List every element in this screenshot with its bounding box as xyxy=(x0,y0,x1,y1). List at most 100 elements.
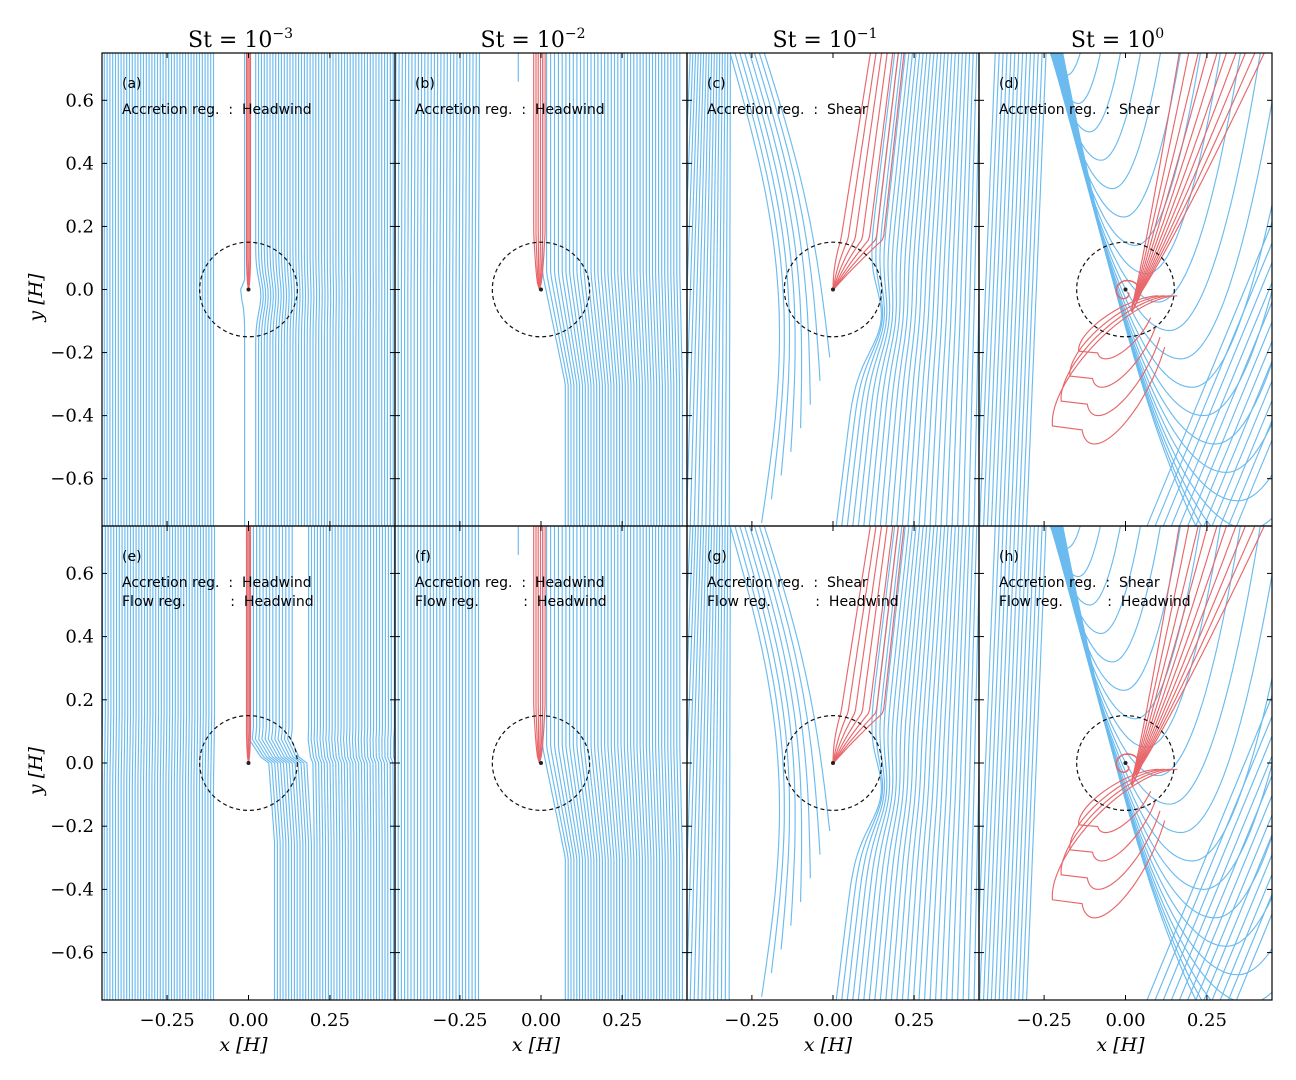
accretion-regime-label: Accretion reg. : Headwind xyxy=(122,575,312,591)
blue-streamline xyxy=(679,526,683,1000)
blue-streamline xyxy=(973,734,979,1000)
blue-streamline xyxy=(934,53,960,526)
blue-streamline xyxy=(277,526,301,1000)
red-streamline xyxy=(247,526,250,764)
y-tick-label: 0.6 xyxy=(65,563,94,584)
red-streamline xyxy=(1078,768,1159,834)
blue-streamline xyxy=(623,53,632,526)
blue-streamline xyxy=(306,53,309,526)
x-tick-label: 0.25 xyxy=(1187,1010,1227,1031)
red-streamline xyxy=(1115,526,1265,786)
blue-streamline xyxy=(709,53,718,526)
blue-streamline xyxy=(354,526,361,1000)
x-axis-label: x [H] xyxy=(512,1034,561,1056)
x-axis-label: x [H] xyxy=(219,1034,268,1056)
blue-streamline xyxy=(1025,53,1047,526)
blue-streamline xyxy=(369,526,375,1000)
y-tick-label: 0.4 xyxy=(65,153,94,174)
blue-streamline xyxy=(896,53,935,526)
blue-streamline xyxy=(857,526,910,1000)
blue-streamline xyxy=(270,526,295,1000)
blue-streamline xyxy=(613,53,623,526)
panel-e: (e) Accretion reg. : Headwind Flow reg. : … xyxy=(101,525,396,1001)
blue-streamline xyxy=(979,53,1000,526)
blue-streamline xyxy=(145,526,148,1000)
blue-streamline xyxy=(392,526,395,763)
blue-streamline xyxy=(312,53,315,526)
red-streamline xyxy=(832,526,899,764)
blue-streamline xyxy=(693,526,707,1000)
blue-streamline xyxy=(1178,300,1272,526)
blue-streamline xyxy=(117,526,120,1000)
blue-streamline xyxy=(323,53,326,526)
blue-streamline xyxy=(1010,53,1032,526)
blue-streamline xyxy=(280,53,285,526)
blue-streamline xyxy=(400,53,403,526)
red-streamline xyxy=(1115,53,1265,312)
blue-streamline xyxy=(1006,53,1028,526)
blue-streamline xyxy=(929,526,956,1000)
blue-streamline xyxy=(413,53,416,526)
blue-streamline xyxy=(687,526,694,696)
blue-streamline xyxy=(442,53,445,526)
blue-streamline xyxy=(835,526,896,1000)
blue-streamline xyxy=(923,526,953,1000)
blue-streamline xyxy=(912,526,946,1000)
blue-streamline xyxy=(633,526,641,1000)
planet-marker xyxy=(246,761,251,765)
blue-streamline xyxy=(366,526,372,1000)
blue-streamline xyxy=(1002,526,1024,1000)
blue-streamline xyxy=(890,526,931,1000)
blue-streamline xyxy=(1022,526,1043,1000)
blue-streamline xyxy=(565,53,584,526)
blue-streamline xyxy=(316,526,324,1000)
blue-streamline xyxy=(300,53,304,526)
blue-streamline xyxy=(337,526,344,1000)
y-axis-label: y [H] xyxy=(25,746,47,796)
blue-streamline xyxy=(123,526,126,1000)
blue-streamline xyxy=(620,526,629,1000)
blue-streamline xyxy=(154,526,157,1000)
blue-streamline xyxy=(957,53,974,526)
blue-streamline xyxy=(846,526,903,1000)
blue-streamline xyxy=(664,53,669,526)
blue-streamline xyxy=(613,526,623,1000)
blue-streamline xyxy=(449,53,452,526)
blue-streamline xyxy=(204,526,207,1000)
blue-streamline xyxy=(561,526,581,1000)
blue-streamline xyxy=(1227,892,1272,1000)
blue-streamline xyxy=(1178,774,1272,1000)
blue-streamline xyxy=(267,526,293,1000)
blue-streamline xyxy=(184,526,188,1000)
blue-streamline xyxy=(687,53,702,525)
blue-streamline xyxy=(1057,53,1272,417)
blue-streamline xyxy=(709,526,718,1000)
blue-streamline xyxy=(340,526,346,1000)
panel-a: (a) Accretion reg. : Headwind xyxy=(101,52,396,527)
blue-streamline xyxy=(283,526,307,1000)
blue-streamline xyxy=(332,53,335,526)
blue-streamline xyxy=(112,526,115,1000)
hill-sphere-circle xyxy=(1076,714,1175,811)
blue-streamline xyxy=(579,526,595,1000)
blue-streamline xyxy=(416,53,419,526)
red-streamline xyxy=(832,526,888,764)
blue-streamline xyxy=(290,526,312,1000)
blue-streamline xyxy=(176,526,179,1000)
blue-streamline xyxy=(724,526,729,1000)
blue-streamline xyxy=(907,526,942,1000)
blue-streamline xyxy=(929,53,956,526)
blue-streamline xyxy=(1054,526,1241,777)
blue-streamline xyxy=(1219,872,1272,1000)
flow-regime-label: Flow reg. : Headwind xyxy=(707,594,899,610)
blue-streamline xyxy=(617,53,626,526)
blue-streamline xyxy=(879,526,924,1000)
blue-streamline xyxy=(597,53,609,526)
blue-streamline xyxy=(604,526,615,1000)
blue-streamline xyxy=(114,526,118,1000)
y-tick-label: 0.0 xyxy=(65,280,94,301)
blue-streamline xyxy=(728,526,731,1000)
hill-sphere-circle xyxy=(1076,241,1175,338)
red-streamline xyxy=(245,53,250,290)
blue-streamline xyxy=(458,53,461,526)
